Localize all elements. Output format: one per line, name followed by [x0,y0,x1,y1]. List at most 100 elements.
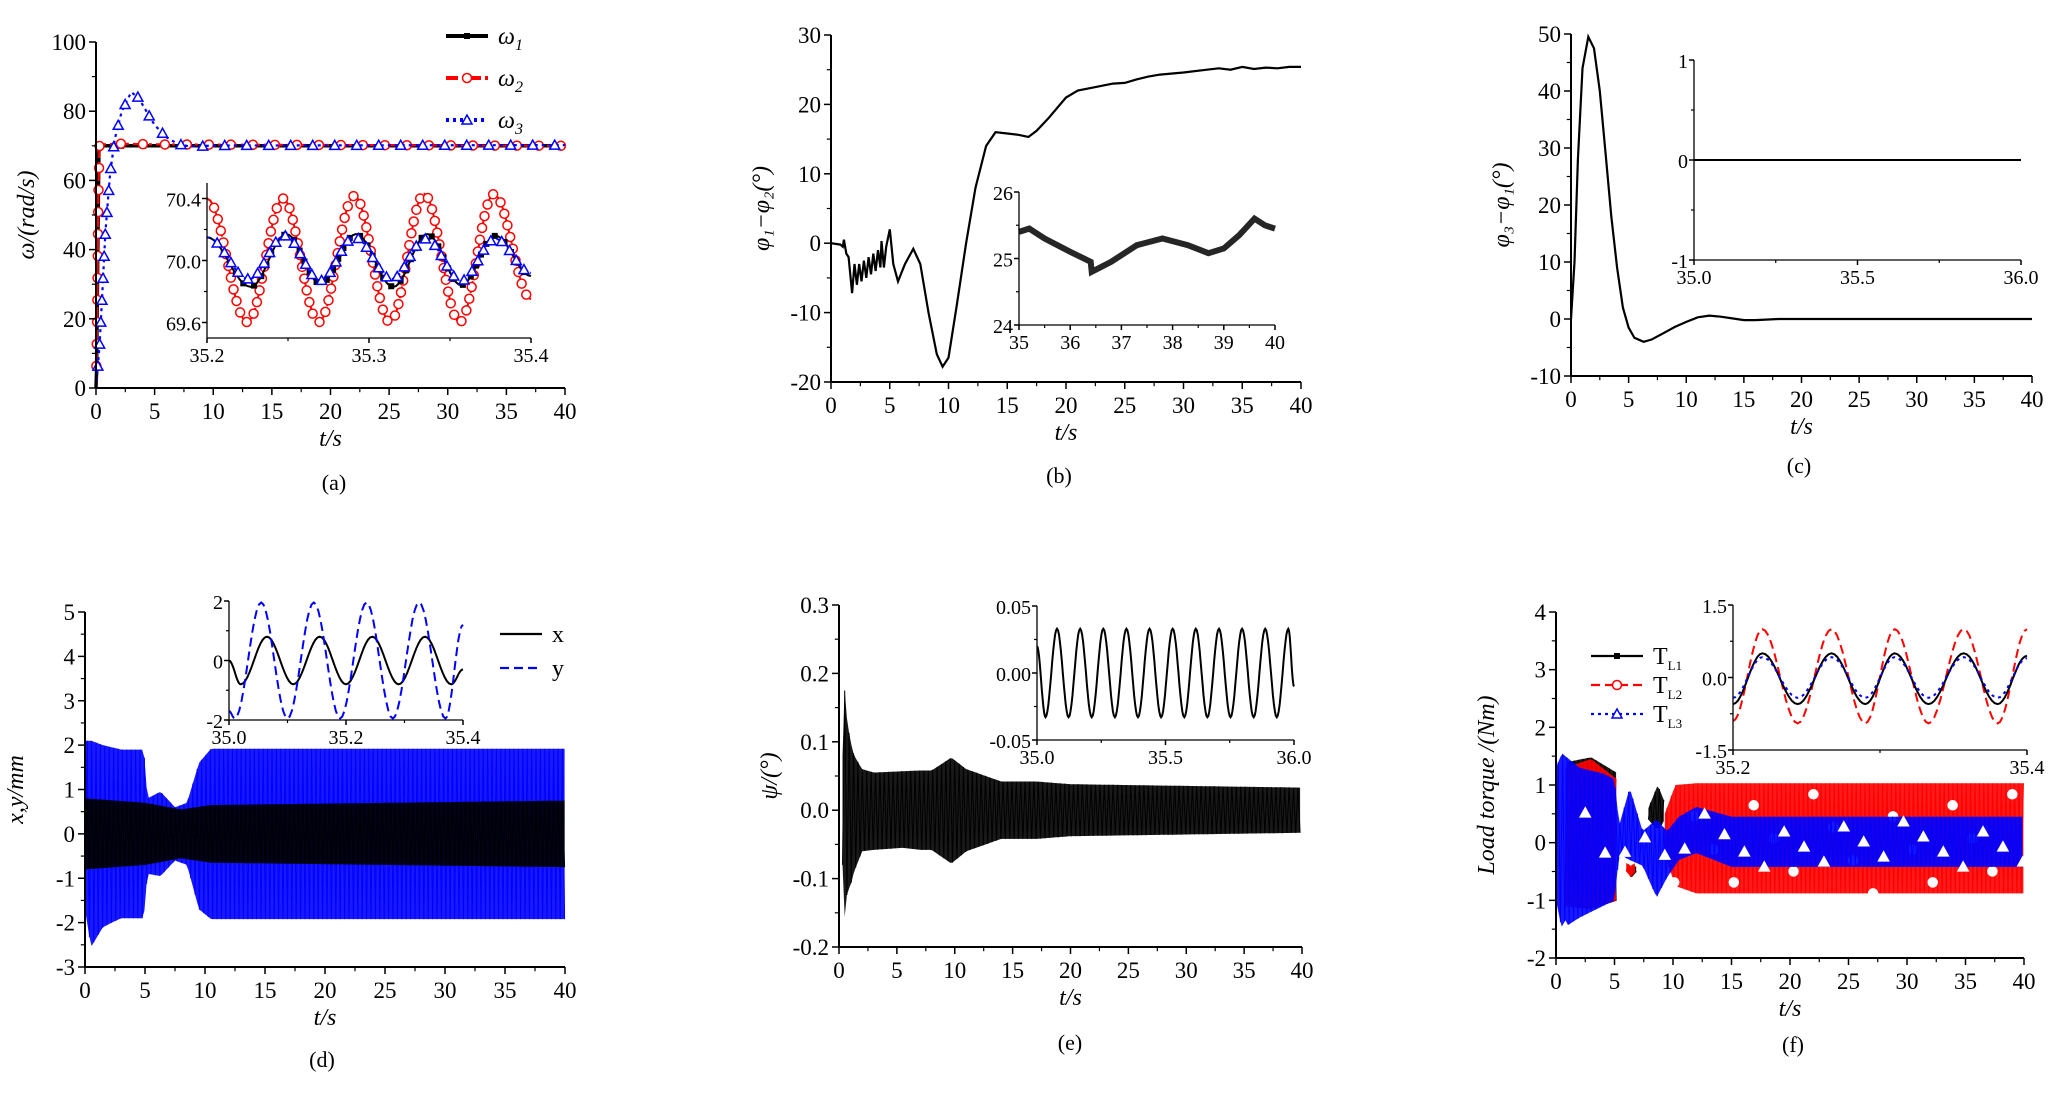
inset-marker-ω2 [479,210,490,222]
inset-x-tick-label: 36.0 [1277,747,1312,769]
inset-marker-ω3 [366,250,379,263]
marker-ω3 [504,138,517,150]
plot-area-c [1569,33,2032,343]
x-tick-label: 5 [1623,387,1635,412]
x-tick-label: 35 [1231,393,1254,418]
inset-marker-ω3 [263,245,276,258]
legend-item-ω1: ω1 [446,24,523,54]
x-tick-label: 15 [260,399,283,424]
y-tick-label: 20 [798,92,821,117]
x-tick-label: 0 [1565,387,1577,412]
inset-plot-area-e [1036,626,1295,720]
inset-marker-ω3 [299,257,312,270]
inset-marker-ω3 [269,235,283,247]
y-tick-label: 60 [63,168,86,193]
inset-marker-ω3 [231,265,245,278]
legend-item-tl1: TL1 [1591,644,1682,673]
inset-x-tick-label: 35.3 [352,345,387,367]
marker-ω3 [107,140,120,152]
marker-tl2 [1867,888,1879,899]
plot-area-a [91,90,567,389]
marker-tl3 [1877,850,1890,862]
x-axis-label: t/s [314,1005,337,1031]
x-tick-label: 0 [79,978,91,1003]
marker-tl3 [1917,830,1930,842]
inset-line-series0 [1036,626,1295,720]
marker-tl2 [1987,866,1998,877]
y-tick-label: 0 [1550,307,1562,332]
axes-d: 0 5 10 15 20 25 30 35 40 -3 -2 -1 0 1 2 3 4 5 [56,600,577,1003]
inset-marker-ω3 [428,238,442,251]
y-tick-label: 0.3 [800,593,829,618]
inset-marker-ω2 [307,308,318,319]
inset-marker-ω3 [341,234,355,246]
inset-marker-ω3 [352,231,365,244]
x-tick-label: 0 [833,958,845,983]
y-axis-label: Load torque /(Nm) [1474,695,1500,875]
marker-ω2 [159,139,171,150]
legend: ω1 ω2 ω3 [446,24,523,138]
marker-tl3 [1956,860,1970,872]
panel-caption: (d) [309,1047,335,1072]
marker-tl3 [1598,846,1612,858]
inset-marker-ω3 [323,265,337,278]
x-tick-label: 10 [202,399,225,424]
inset-y-tick-label: 0 [1678,151,1688,173]
inset-marker-ω2 [248,308,259,319]
inset-marker-ω2 [290,226,301,237]
y-tick-label: -0.1 [793,867,829,892]
x-tick-label: 25 [374,978,397,1003]
line-series0 [830,65,1301,369]
y-tick-label: 0 [75,376,87,401]
legend-label: TL3 [1653,702,1682,731]
y-tick-label: 0.0 [800,798,829,823]
inset-marker-ω3 [495,234,508,247]
marker-ω3 [111,118,125,130]
marker-ω3 [240,138,253,151]
inset-axes-c: 35.0 35.5 36.0 -1 0 1 [1671,51,2038,289]
marker-ω3 [548,138,561,150]
inset-marker-ω3 [503,243,516,256]
marker-ω3 [118,97,132,110]
marker-tl3 [1738,845,1751,857]
marker-ω3 [482,138,495,150]
inset-x-tick-label: 35.0 [1020,747,1055,769]
y-tick-label: 5 [64,600,76,625]
line-series0 [1569,33,2032,343]
inset-marker-ω2 [212,213,224,225]
inset-axes-f: 35.2 35.4 -1.5 0.0 1.5 [1695,596,2044,779]
marker-tl3 [1857,835,1870,847]
inset-y-tick-label: 0.05 [996,597,1031,619]
y-tick-label: 30 [1538,136,1561,161]
x-axis-label: t/s [1059,985,1082,1011]
x-tick-label: 20 [1790,387,1813,412]
inset-x-tick-label: 36 [1060,332,1080,354]
inset-axes-b: 35 36 37 38 39 40 24 25 26 [993,183,1285,354]
inset-axes-a: 35.2 35.3 35.4 69.6 70.0 70.4 [166,183,549,367]
inset-x-tick-label: 36.0 [2004,267,2039,289]
inset-line-x [228,635,464,686]
inset-marker-ω3 [484,234,498,246]
panel-caption: (e) [1058,1030,1082,1055]
marker-tl3 [1777,825,1791,837]
marker-ω3 [372,138,385,151]
inset-marker-ω1 [346,234,353,241]
inset-marker-ω2 [271,202,283,214]
inset-x-tick-label: 35.0 [1677,267,1712,289]
inset-marker-ω2 [323,295,334,306]
x-tick-label: 30 [1896,969,1919,994]
inset-marker-ω2 [411,204,422,216]
inset-marker-ω1 [467,273,474,280]
inset-marker-ω2 [504,231,516,243]
marker-ω3 [328,138,341,151]
legend-item-ω3: ω3 [446,108,523,138]
axes-f: 0 5 10 15 20 25 30 35 40 -2 -1 0 1 2 3 4 [1527,600,2036,994]
inset-marker-ω1 [251,282,258,289]
x-tick-label: 30 [1905,387,1928,412]
inset-y-tick-label: 26 [993,183,1013,205]
inset-marker-ω3 [210,236,224,248]
marker-ω3 [526,138,539,150]
panel-f: 0 5 10 15 20 25 30 35 40 -2 -1 0 1 2 3 4 35.2 35.4 -1.5 0.0… [1474,596,2045,1057]
inset-plot-area-a [206,189,532,328]
